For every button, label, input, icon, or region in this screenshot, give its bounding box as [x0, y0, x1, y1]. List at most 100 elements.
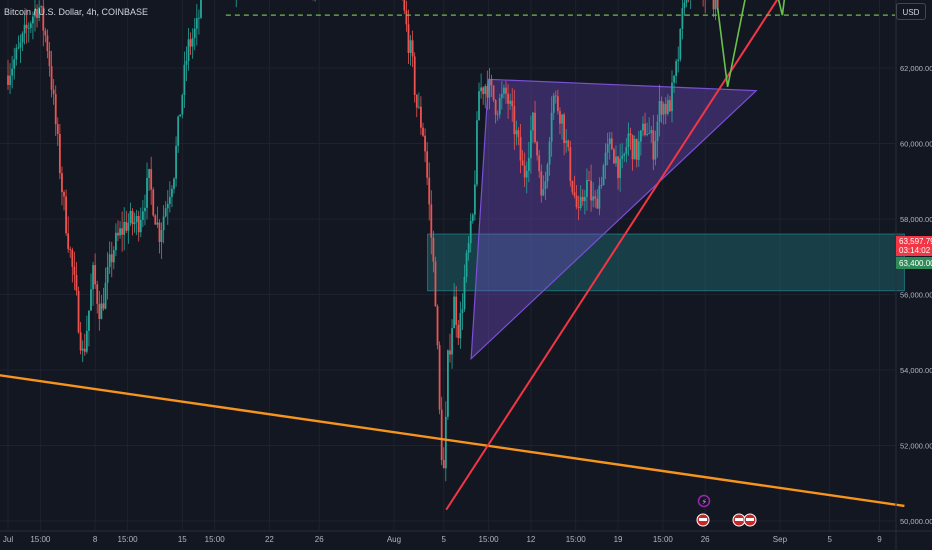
last-price-label: 63,597.79 — [899, 237, 932, 246]
candle-body — [505, 87, 507, 94]
candle-body — [444, 416, 447, 469]
candle-body — [173, 178, 175, 189]
x-tick-label: 5 — [442, 535, 447, 544]
candle-body — [554, 95, 557, 97]
ascending-trendline — [445, 0, 779, 511]
candle-body — [598, 185, 601, 209]
candles — [7, 0, 719, 482]
candle-body — [629, 133, 632, 136]
candle-body — [600, 185, 603, 186]
candle-body — [403, 0, 406, 11]
candle-body — [490, 79, 493, 86]
us-flag-event-icon[interactable] — [696, 513, 710, 527]
x-tick-label: 15:00 — [653, 535, 674, 544]
candle-body — [596, 198, 599, 209]
us-flag-event-icon[interactable] — [732, 513, 746, 527]
us-flag-event-icon[interactable] — [743, 513, 757, 527]
candle-body — [573, 192, 576, 196]
event-markers[interactable]: ⚡ — [696, 494, 757, 527]
candle-body — [29, 23, 32, 28]
candle-body — [436, 306, 439, 346]
candle-body — [594, 196, 597, 199]
candle-body — [658, 101, 661, 122]
candle-body — [602, 165, 605, 186]
candle-body — [666, 100, 669, 114]
price-labels: 63,597.79 03:14:02 63,400.00 — [896, 236, 932, 269]
candle-body — [716, 0, 719, 8]
candle-body — [85, 330, 88, 352]
candle-body — [650, 130, 653, 133]
candle-body — [166, 203, 169, 209]
x-tick-label: 12 — [526, 535, 535, 544]
price-axis[interactable]: 50,000.00 52,000.00 54,000.00 56,000.00 58,0… — [900, 0, 932, 526]
candle-body — [606, 144, 609, 153]
candle-body — [432, 237, 435, 262]
candle-body — [561, 114, 563, 124]
candle-body — [112, 250, 115, 263]
y-tick-label: 54,000.00 — [900, 366, 932, 375]
candle-body — [52, 89, 55, 95]
candle-body — [125, 221, 128, 231]
candle-body — [519, 137, 522, 161]
candle-body — [440, 409, 443, 461]
candle-body — [434, 261, 437, 307]
candle-body — [77, 290, 80, 333]
candle-body — [586, 180, 588, 197]
candle-body — [544, 181, 547, 190]
candle-body — [675, 61, 678, 77]
candle-body — [482, 87, 485, 95]
candle-body — [513, 106, 516, 135]
candle-body — [189, 39, 192, 47]
candle-body — [65, 196, 67, 234]
candle-body — [525, 170, 528, 178]
candle-body — [633, 138, 636, 160]
candle-body — [610, 138, 613, 150]
candle-body — [463, 276, 466, 310]
candle-body — [129, 210, 132, 223]
candle-body — [664, 103, 667, 114]
candle-body — [179, 114, 182, 117]
candle-body — [160, 230, 163, 242]
candle-body — [621, 155, 624, 159]
candle-body — [677, 59, 680, 62]
candle-body — [135, 215, 138, 223]
candle-body — [608, 138, 611, 145]
candle-body — [19, 42, 22, 48]
candle-body — [96, 284, 99, 304]
candle-body — [67, 233, 70, 250]
candle-body — [148, 169, 150, 178]
candle-body — [110, 254, 113, 263]
candle-body — [183, 64, 186, 96]
candle-body — [98, 303, 101, 319]
x-tick-label: Jul — [3, 535, 13, 544]
candle-body — [613, 149, 615, 164]
candle-body — [409, 40, 412, 53]
candle-body — [424, 135, 426, 152]
x-tick-label: 15:00 — [566, 535, 587, 544]
currency-button[interactable]: USD — [896, 3, 926, 20]
candle-body — [542, 189, 545, 196]
candle-body — [569, 147, 572, 181]
candle-body — [88, 310, 90, 331]
candle-body — [639, 130, 642, 142]
candle-body — [517, 130, 520, 138]
candle-body — [187, 39, 190, 61]
candle-body — [515, 130, 518, 135]
candle-body — [503, 87, 505, 94]
candle-body — [488, 79, 491, 98]
x-tick-label: 15:00 — [205, 535, 226, 544]
candle-body — [438, 345, 441, 410]
x-tick-label: 15:00 — [118, 535, 139, 544]
candle-body — [198, 17, 200, 19]
candle-body — [119, 228, 121, 236]
svg-text:⚡: ⚡ — [702, 498, 708, 507]
candle-body — [102, 303, 105, 309]
candle-body — [54, 94, 57, 125]
candle-body — [556, 96, 559, 112]
candle-body — [430, 204, 433, 238]
flash-event-icon[interactable]: ⚡ — [697, 494, 711, 508]
time-axis[interactable]: Jul 15:00 8 15:00 15 15:00 22 26 Aug 5 15:00 12 15:0… — [0, 530, 932, 544]
candle-body — [604, 152, 607, 166]
candle-body — [27, 27, 30, 29]
